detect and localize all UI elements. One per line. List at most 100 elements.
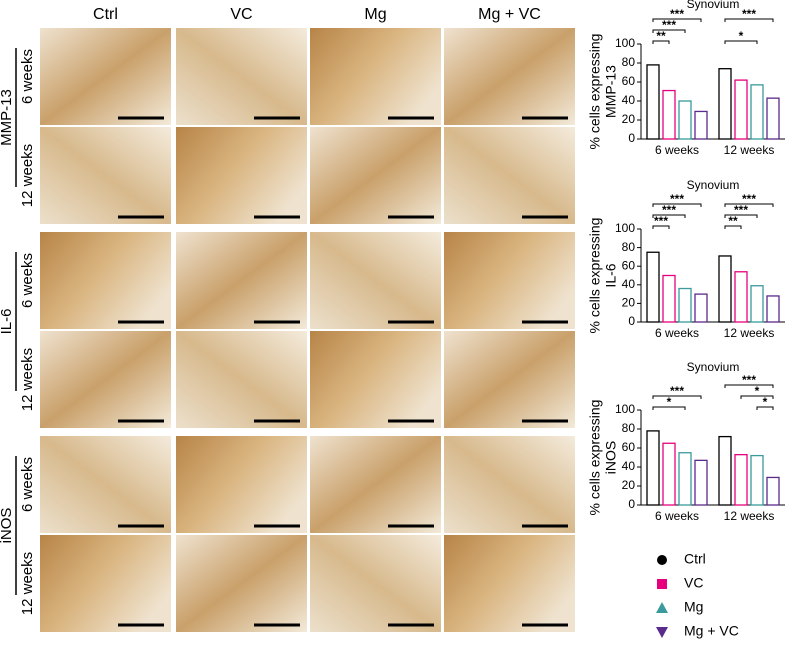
y-tick-label: 20	[622, 112, 636, 126]
histology-image	[310, 535, 441, 632]
significance-label: ***	[734, 203, 748, 217]
histology-image	[310, 436, 441, 533]
y-tick-label: 20	[622, 296, 636, 310]
histology-image	[40, 232, 171, 329]
histology-image	[40, 535, 171, 632]
row-label: 6 weeks	[19, 253, 36, 308]
significance-label: ***	[654, 214, 668, 228]
y-axis-label: % cells expressing	[587, 218, 603, 334]
row-label: 12 weeks	[19, 348, 36, 411]
significance-bracket	[724, 18, 774, 22]
significance-label: **	[656, 29, 666, 43]
bar	[734, 79, 748, 140]
significance-label: *	[763, 395, 768, 409]
legend-label: Ctrl	[684, 551, 706, 567]
histology-image	[444, 232, 575, 329]
significance-bracket	[652, 29, 686, 33]
bar	[662, 274, 676, 323]
bar	[694, 110, 708, 140]
y-tick-label: 100	[615, 36, 635, 50]
bar	[678, 452, 692, 506]
significance-bracket	[652, 225, 670, 229]
bar	[662, 442, 676, 506]
y-axis-label: MMP-13	[603, 65, 619, 118]
y-tick-label: 100	[615, 221, 635, 235]
bar	[646, 64, 660, 140]
y-tick-label: 60	[622, 74, 636, 88]
legend-label: VC	[684, 575, 703, 591]
significance-bracket	[756, 406, 774, 410]
y-tick-label: 0	[628, 314, 635, 328]
legend-marker	[656, 627, 668, 638]
y-tick-label: 40	[622, 93, 636, 107]
significance-label: *	[755, 384, 760, 398]
bar	[766, 97, 780, 140]
legend-label: Mg	[684, 599, 703, 615]
significance-bracket	[724, 384, 774, 388]
significance-label: ***	[670, 192, 684, 206]
significance-bracket	[724, 40, 758, 44]
significance-bracket	[652, 406, 686, 410]
bar	[646, 430, 660, 506]
column-header: Mg + VC	[478, 6, 541, 23]
y-tick-label: 0	[628, 131, 635, 145]
significance-bracket	[724, 203, 774, 207]
legend-label: Mg + VC	[684, 623, 739, 639]
significance-label: ***	[742, 373, 756, 387]
row-label: 12 weeks	[19, 552, 36, 615]
histology-image	[40, 127, 171, 224]
histology-image	[40, 331, 171, 428]
row-label: 12 weeks	[19, 144, 36, 207]
significance-label: ***	[742, 192, 756, 206]
histology-image	[176, 232, 307, 329]
histology-image	[40, 28, 171, 125]
y-axis-label: % cells expressing	[587, 400, 603, 516]
x-tick-label: 12 weeks	[724, 509, 775, 523]
histology-image	[310, 232, 441, 329]
significance-label: ***	[670, 384, 684, 398]
histology-image	[444, 331, 575, 428]
chart-title: Synovium	[687, 178, 740, 192]
chart-title: Synovium	[687, 0, 740, 11]
significance-bracket	[652, 395, 702, 399]
bar	[646, 251, 660, 323]
y-tick-label: 80	[622, 55, 636, 69]
y-tick-label: 40	[622, 277, 636, 291]
significance-bracket	[740, 395, 774, 399]
y-tick-label: 100	[615, 402, 635, 416]
histology-image	[444, 127, 575, 224]
bar	[694, 459, 708, 506]
x-tick-label: 12 weeks	[724, 326, 775, 340]
y-tick-label: 80	[622, 240, 636, 254]
y-tick-label: 60	[622, 258, 636, 272]
bar	[718, 435, 732, 506]
histology-image	[176, 535, 307, 632]
histology-image	[444, 535, 575, 632]
group-label: MMP-13	[0, 89, 15, 146]
significance-bracket	[652, 40, 670, 44]
bar	[766, 476, 780, 506]
column-header: Mg	[364, 6, 386, 23]
significance-label: *	[667, 395, 672, 409]
legend-marker	[657, 555, 667, 565]
significance-label: ***	[742, 7, 756, 21]
significance-label: ***	[662, 203, 676, 217]
legend-marker	[656, 602, 668, 613]
bar	[750, 84, 764, 140]
significance-bracket	[652, 18, 702, 22]
column-header: VC	[230, 6, 252, 23]
bar	[678, 287, 692, 323]
y-tick-label: 80	[622, 421, 636, 435]
histology-image	[444, 28, 575, 125]
bar	[718, 255, 732, 323]
row-label: 6 weeks	[19, 457, 36, 512]
y-axis-label: % cells expressing	[587, 34, 603, 150]
bar	[678, 100, 692, 140]
chart-title: Synovium	[687, 360, 740, 374]
histology-image	[40, 436, 171, 533]
bar	[750, 454, 764, 506]
histology-image	[176, 127, 307, 224]
histology-image	[176, 331, 307, 428]
significance-bracket	[652, 203, 702, 207]
